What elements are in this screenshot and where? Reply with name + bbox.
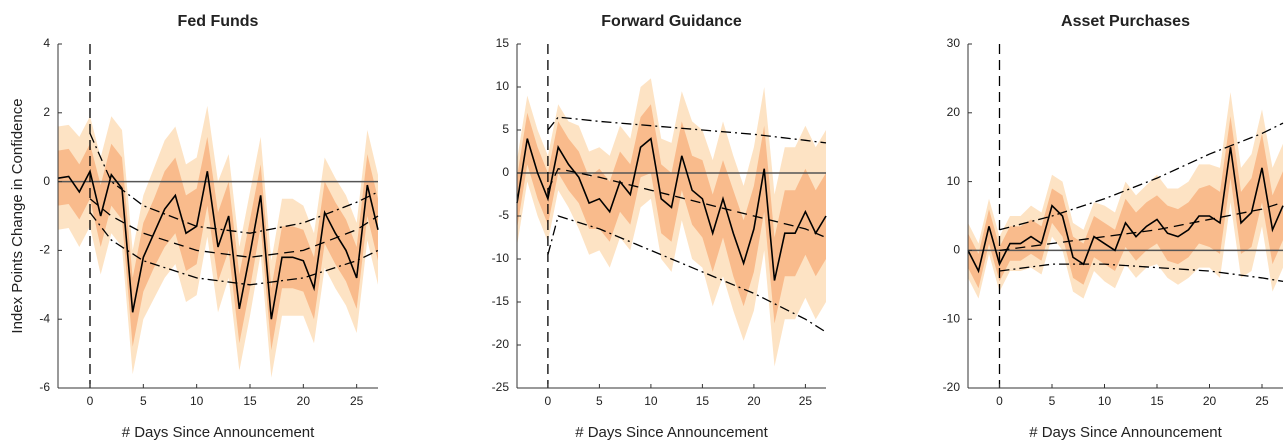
dashdot-line bbox=[547, 116, 827, 144]
y-tick-label: -2 bbox=[39, 243, 50, 257]
confidence-band bbox=[517, 104, 826, 324]
x-tick-label: 20 bbox=[1203, 394, 1217, 408]
x-axis-label: # Days Since Announcement bbox=[122, 424, 315, 441]
y-tick-label: -20 bbox=[943, 380, 961, 394]
x-tick-label: 20 bbox=[747, 394, 761, 408]
y-tick-label: 15 bbox=[496, 36, 510, 50]
y-tick-label: -10 bbox=[492, 251, 510, 265]
y-tick-label: -5 bbox=[498, 208, 509, 222]
dashdot-line bbox=[89, 212, 379, 286]
x-tick-label: 15 bbox=[1150, 394, 1164, 408]
y-tick-label: -6 bbox=[39, 380, 50, 394]
y-tick-label: 5 bbox=[502, 122, 509, 136]
title: Fed Funds bbox=[178, 13, 259, 30]
x-tick-label: 5 bbox=[1049, 394, 1056, 408]
x-tick-label: 25 bbox=[799, 394, 813, 408]
x-tick-label: 5 bbox=[596, 394, 603, 408]
y-tick-label: 0 bbox=[43, 174, 50, 188]
confidence-band bbox=[968, 92, 1283, 299]
x-tick-label: 25 bbox=[350, 394, 364, 408]
x-tick-label: 10 bbox=[1098, 394, 1112, 408]
y-tick-label: 0 bbox=[953, 243, 960, 257]
y-tick-label: 10 bbox=[496, 79, 510, 93]
x-tick-label: 15 bbox=[243, 394, 257, 408]
y-tick-label: -20 bbox=[492, 337, 510, 351]
y-tick-label: 10 bbox=[947, 174, 961, 188]
solid-line bbox=[57, 168, 379, 320]
x-tick-label: 0 bbox=[996, 394, 1003, 408]
x-tick-label: 20 bbox=[297, 394, 311, 408]
y-tick-label: -15 bbox=[492, 294, 510, 308]
y-tick-label: 2 bbox=[43, 105, 50, 119]
y-tick-label: -10 bbox=[943, 311, 961, 325]
title: Forward Guidance bbox=[601, 13, 742, 30]
dashed-line bbox=[999, 201, 1284, 252]
y-tick-label: 30 bbox=[947, 36, 961, 50]
x-axis-label: # Days Since Announcement bbox=[1029, 424, 1222, 441]
x-tick-label: 0 bbox=[545, 394, 552, 408]
solid-line bbox=[967, 147, 1284, 274]
x-tick-label: 0 bbox=[87, 394, 94, 408]
y-tick-label: -4 bbox=[39, 311, 50, 325]
y-tick-label: 20 bbox=[947, 105, 961, 119]
solid-line bbox=[516, 137, 827, 281]
x-tick-label: 10 bbox=[190, 394, 204, 408]
dashdot-line bbox=[999, 122, 1284, 231]
x-axis-label: # Days Since Announcement bbox=[575, 424, 768, 441]
dashed-line bbox=[547, 167, 827, 239]
dashdot-line bbox=[89, 133, 379, 234]
dashdot-line bbox=[999, 263, 1284, 283]
y-tick-label: 0 bbox=[502, 165, 509, 179]
x-tick-label: 10 bbox=[644, 394, 658, 408]
y-tick-label: -25 bbox=[492, 380, 510, 394]
dashed-line bbox=[89, 198, 379, 258]
x-tick-label: 5 bbox=[140, 394, 147, 408]
x-tick-label: 15 bbox=[696, 394, 710, 408]
title: Asset Purchases bbox=[1061, 13, 1190, 30]
confidence-band bbox=[968, 116, 1283, 289]
x-tick-label: 25 bbox=[1255, 394, 1269, 408]
y-tick-label: 4 bbox=[43, 36, 50, 50]
dashdot-line bbox=[547, 215, 827, 333]
y-axis-label: Index Points Change in Confidence bbox=[9, 98, 26, 333]
